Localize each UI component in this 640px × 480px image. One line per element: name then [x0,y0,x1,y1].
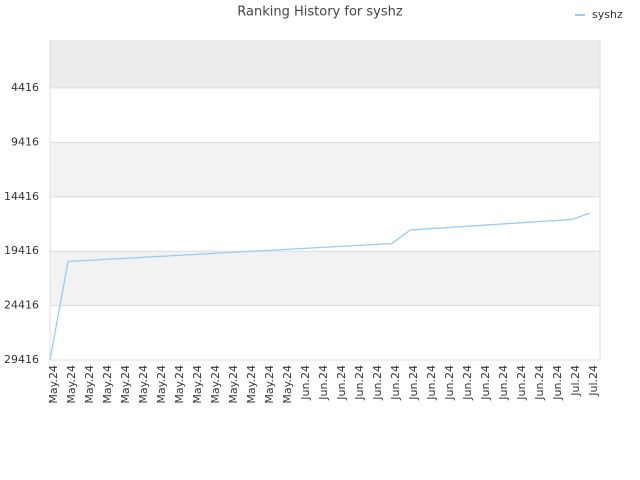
x-tick-label: Jun.24 [497,365,510,401]
x-tick-label: May.24 [173,365,186,404]
x-tick-label: Jun.24 [515,365,528,401]
x-tick-label: Jun.24 [371,365,384,401]
y-tick-label: 9416 [11,135,39,148]
chart-title: Ranking History for syshz [237,5,403,20]
x-tick-label: Jun.24 [407,365,420,401]
plot-band [50,251,600,306]
x-tick-label: May.24 [191,365,204,404]
x-tick-label: May.24 [83,365,96,404]
plot-band [50,305,600,360]
x-tick-label: May.24 [101,365,114,404]
x-tick-label: May.24 [263,365,276,404]
y-tick-label: 19416 [4,244,39,257]
y-tick-label: 24416 [4,299,39,312]
x-tick-label: Jun.24 [533,365,546,401]
x-tick-label: May.24 [245,365,258,404]
x-tick-label: Jun.24 [389,365,402,401]
x-tick-label: May.24 [119,365,132,404]
x-tick-label: Jul.24 [587,365,600,397]
x-tick-label: Jun.24 [551,365,564,401]
x-tick-label: Jun.24 [353,365,366,401]
x-tick-label: May.24 [209,365,222,404]
y-tick-label: 29416 [4,353,39,366]
x-tick-label: May.24 [227,365,240,404]
x-tick-label: May.24 [137,365,150,404]
x-tick-label: Jul.24 [569,365,582,397]
plot-band [50,88,600,143]
x-tick-label: May.24 [65,365,78,404]
x-tick-label: Jun.24 [425,365,438,401]
x-tick-label: May.24 [281,365,294,404]
y-tick-label: 4416 [11,81,39,94]
y-tick-label: 14416 [4,190,39,203]
x-tick-label: Jun.24 [299,365,312,401]
x-tick-label: Jun.24 [461,365,474,401]
x-tick-label: Jun.24 [335,365,348,401]
legend-label: syshz [592,8,623,21]
x-tick-label: Jun.24 [443,365,456,401]
x-tick-label: May.24 [155,365,168,404]
plot-band [50,40,600,89]
x-tick-label: May.24 [47,365,60,404]
x-tick-label: Jun.24 [479,365,492,401]
data-line [49,212,591,361]
x-tick-label: Jun.24 [317,365,330,401]
plot-band [50,142,600,197]
plot-band [50,196,600,252]
